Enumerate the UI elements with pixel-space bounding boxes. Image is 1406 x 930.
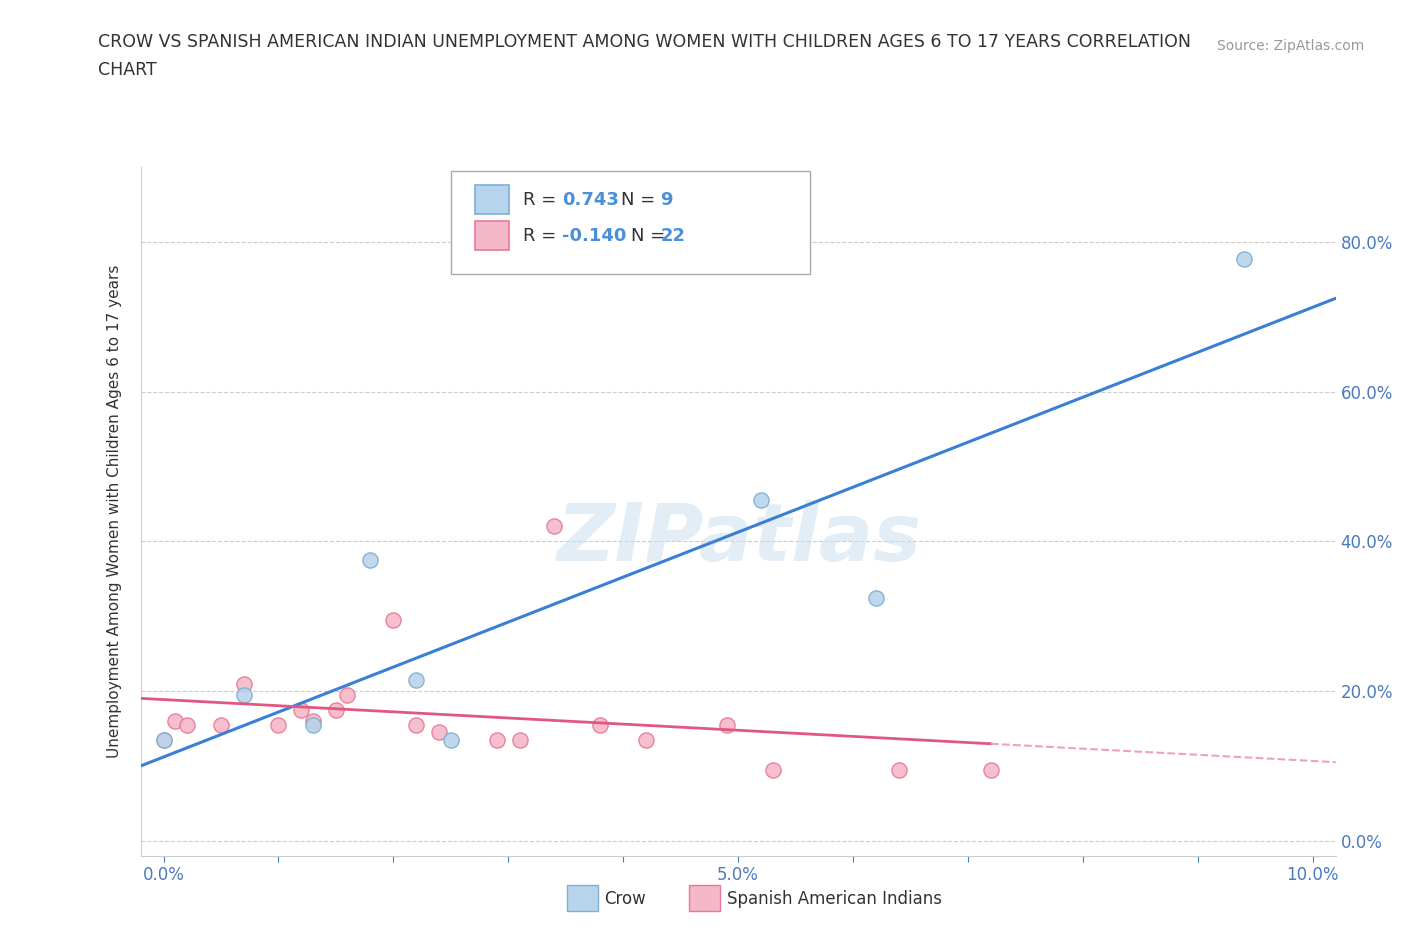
Point bbox=[176, 717, 198, 732]
Point bbox=[405, 717, 427, 732]
Point bbox=[209, 717, 232, 732]
Point bbox=[382, 613, 405, 628]
Text: 9: 9 bbox=[661, 191, 673, 208]
Point bbox=[485, 732, 508, 747]
Point bbox=[336, 687, 359, 702]
Point bbox=[359, 552, 381, 567]
Point bbox=[716, 717, 738, 732]
Text: ZIPatlas: ZIPatlas bbox=[555, 500, 921, 578]
Point bbox=[749, 493, 772, 508]
Point bbox=[1233, 251, 1256, 266]
Point bbox=[302, 717, 325, 732]
Point bbox=[267, 717, 290, 732]
Y-axis label: Unemployment Among Women with Children Ages 6 to 17 years: Unemployment Among Women with Children A… bbox=[107, 265, 122, 758]
Point bbox=[509, 732, 531, 747]
Text: Spanish American Indians: Spanish American Indians bbox=[727, 890, 942, 909]
Text: -0.140: -0.140 bbox=[562, 227, 627, 246]
Text: N =: N = bbox=[621, 191, 661, 208]
Point bbox=[302, 713, 325, 728]
Point bbox=[589, 717, 612, 732]
Text: R =: R = bbox=[523, 191, 562, 208]
Text: R =: R = bbox=[523, 227, 562, 246]
Point bbox=[980, 763, 1002, 777]
FancyBboxPatch shape bbox=[475, 185, 509, 214]
Text: N =: N = bbox=[631, 227, 671, 246]
Text: 0.743: 0.743 bbox=[562, 191, 620, 208]
Point bbox=[152, 732, 174, 747]
Point bbox=[325, 702, 347, 717]
FancyBboxPatch shape bbox=[475, 221, 509, 250]
Text: 22: 22 bbox=[661, 227, 686, 246]
Point bbox=[233, 676, 256, 691]
Point bbox=[543, 519, 565, 534]
Text: Crow: Crow bbox=[605, 890, 647, 909]
Point bbox=[152, 732, 174, 747]
Text: CHART: CHART bbox=[98, 61, 157, 79]
Point bbox=[636, 732, 658, 747]
Point bbox=[887, 763, 910, 777]
Point bbox=[165, 713, 187, 728]
Point bbox=[865, 591, 887, 605]
Point bbox=[427, 724, 450, 739]
Text: Source: ZipAtlas.com: Source: ZipAtlas.com bbox=[1216, 39, 1364, 53]
Point bbox=[290, 702, 312, 717]
Point bbox=[762, 763, 785, 777]
Point bbox=[440, 732, 463, 747]
Point bbox=[405, 672, 427, 687]
Point bbox=[233, 687, 256, 702]
Text: CROW VS SPANISH AMERICAN INDIAN UNEMPLOYMENT AMONG WOMEN WITH CHILDREN AGES 6 TO: CROW VS SPANISH AMERICAN INDIAN UNEMPLOY… bbox=[98, 33, 1191, 50]
FancyBboxPatch shape bbox=[451, 171, 810, 274]
